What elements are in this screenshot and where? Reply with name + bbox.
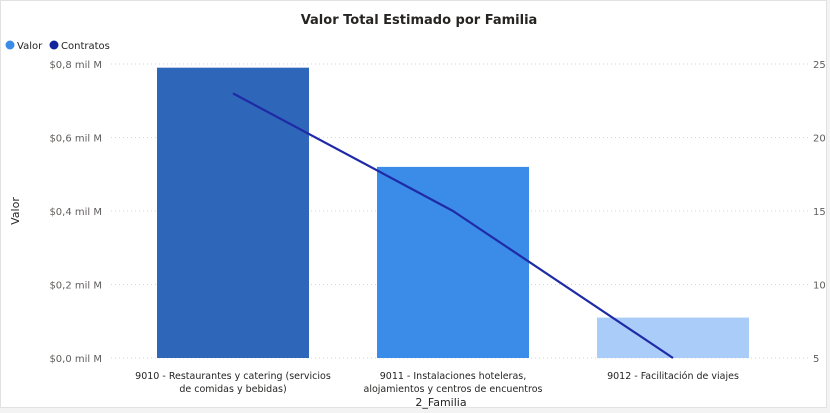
bar-valor <box>377 167 529 358</box>
legend-contratos-marker <box>50 41 59 50</box>
y2-axis-ticks: 5 10 15 20 25 <box>813 60 826 365</box>
y-tick-label: $0,8 mil M <box>49 60 102 71</box>
x-tick-label: 9010 - Restaurantes y catering (servicio… <box>135 371 331 382</box>
y-tick-label: $0,0 mil M <box>49 354 102 365</box>
bar-valor <box>157 68 309 358</box>
y2-tick-label: 15 <box>813 207 826 218</box>
x-tick-label: 9011 - Instalaciones hoteleras, <box>380 371 527 382</box>
x-tick-label: alojamientos y centros de encuentros <box>364 384 543 395</box>
y2-tick-label: 10 <box>813 281 826 292</box>
x-axis-ticks: 9010 - Restaurantes y catering (servicio… <box>135 371 739 395</box>
chart-title: Valor Total Estimado por Familia <box>301 13 538 28</box>
x-tick-label: 9012 - Facilitación de viajes <box>607 371 739 382</box>
y-tick-label: $0,4 mil M <box>49 207 102 218</box>
y-tick-label: $0,6 mil M <box>49 134 102 145</box>
y-axis-ticks: $0,0 mil M $0,2 mil M $0,4 mil M $0,6 mil M… <box>49 60 102 365</box>
legend-valor-label[interactable]: Valor <box>17 41 43 52</box>
legend-contratos-label[interactable]: Contratos <box>61 41 110 52</box>
y2-tick-label: 25 <box>813 60 826 71</box>
legend-valor-marker <box>6 41 15 50</box>
y-axis-title: Valor <box>9 197 22 225</box>
legend: Valor Contratos <box>6 41 110 53</box>
bars <box>157 68 749 358</box>
y2-tick-label: 5 <box>813 354 819 365</box>
x-tick-label: de comidas y bebidas) <box>179 384 286 395</box>
y-tick-label: $0,2 mil M <box>49 281 102 292</box>
y2-tick-label: 20 <box>813 134 826 145</box>
x-axis-title: 2_Familia <box>415 396 466 409</box>
